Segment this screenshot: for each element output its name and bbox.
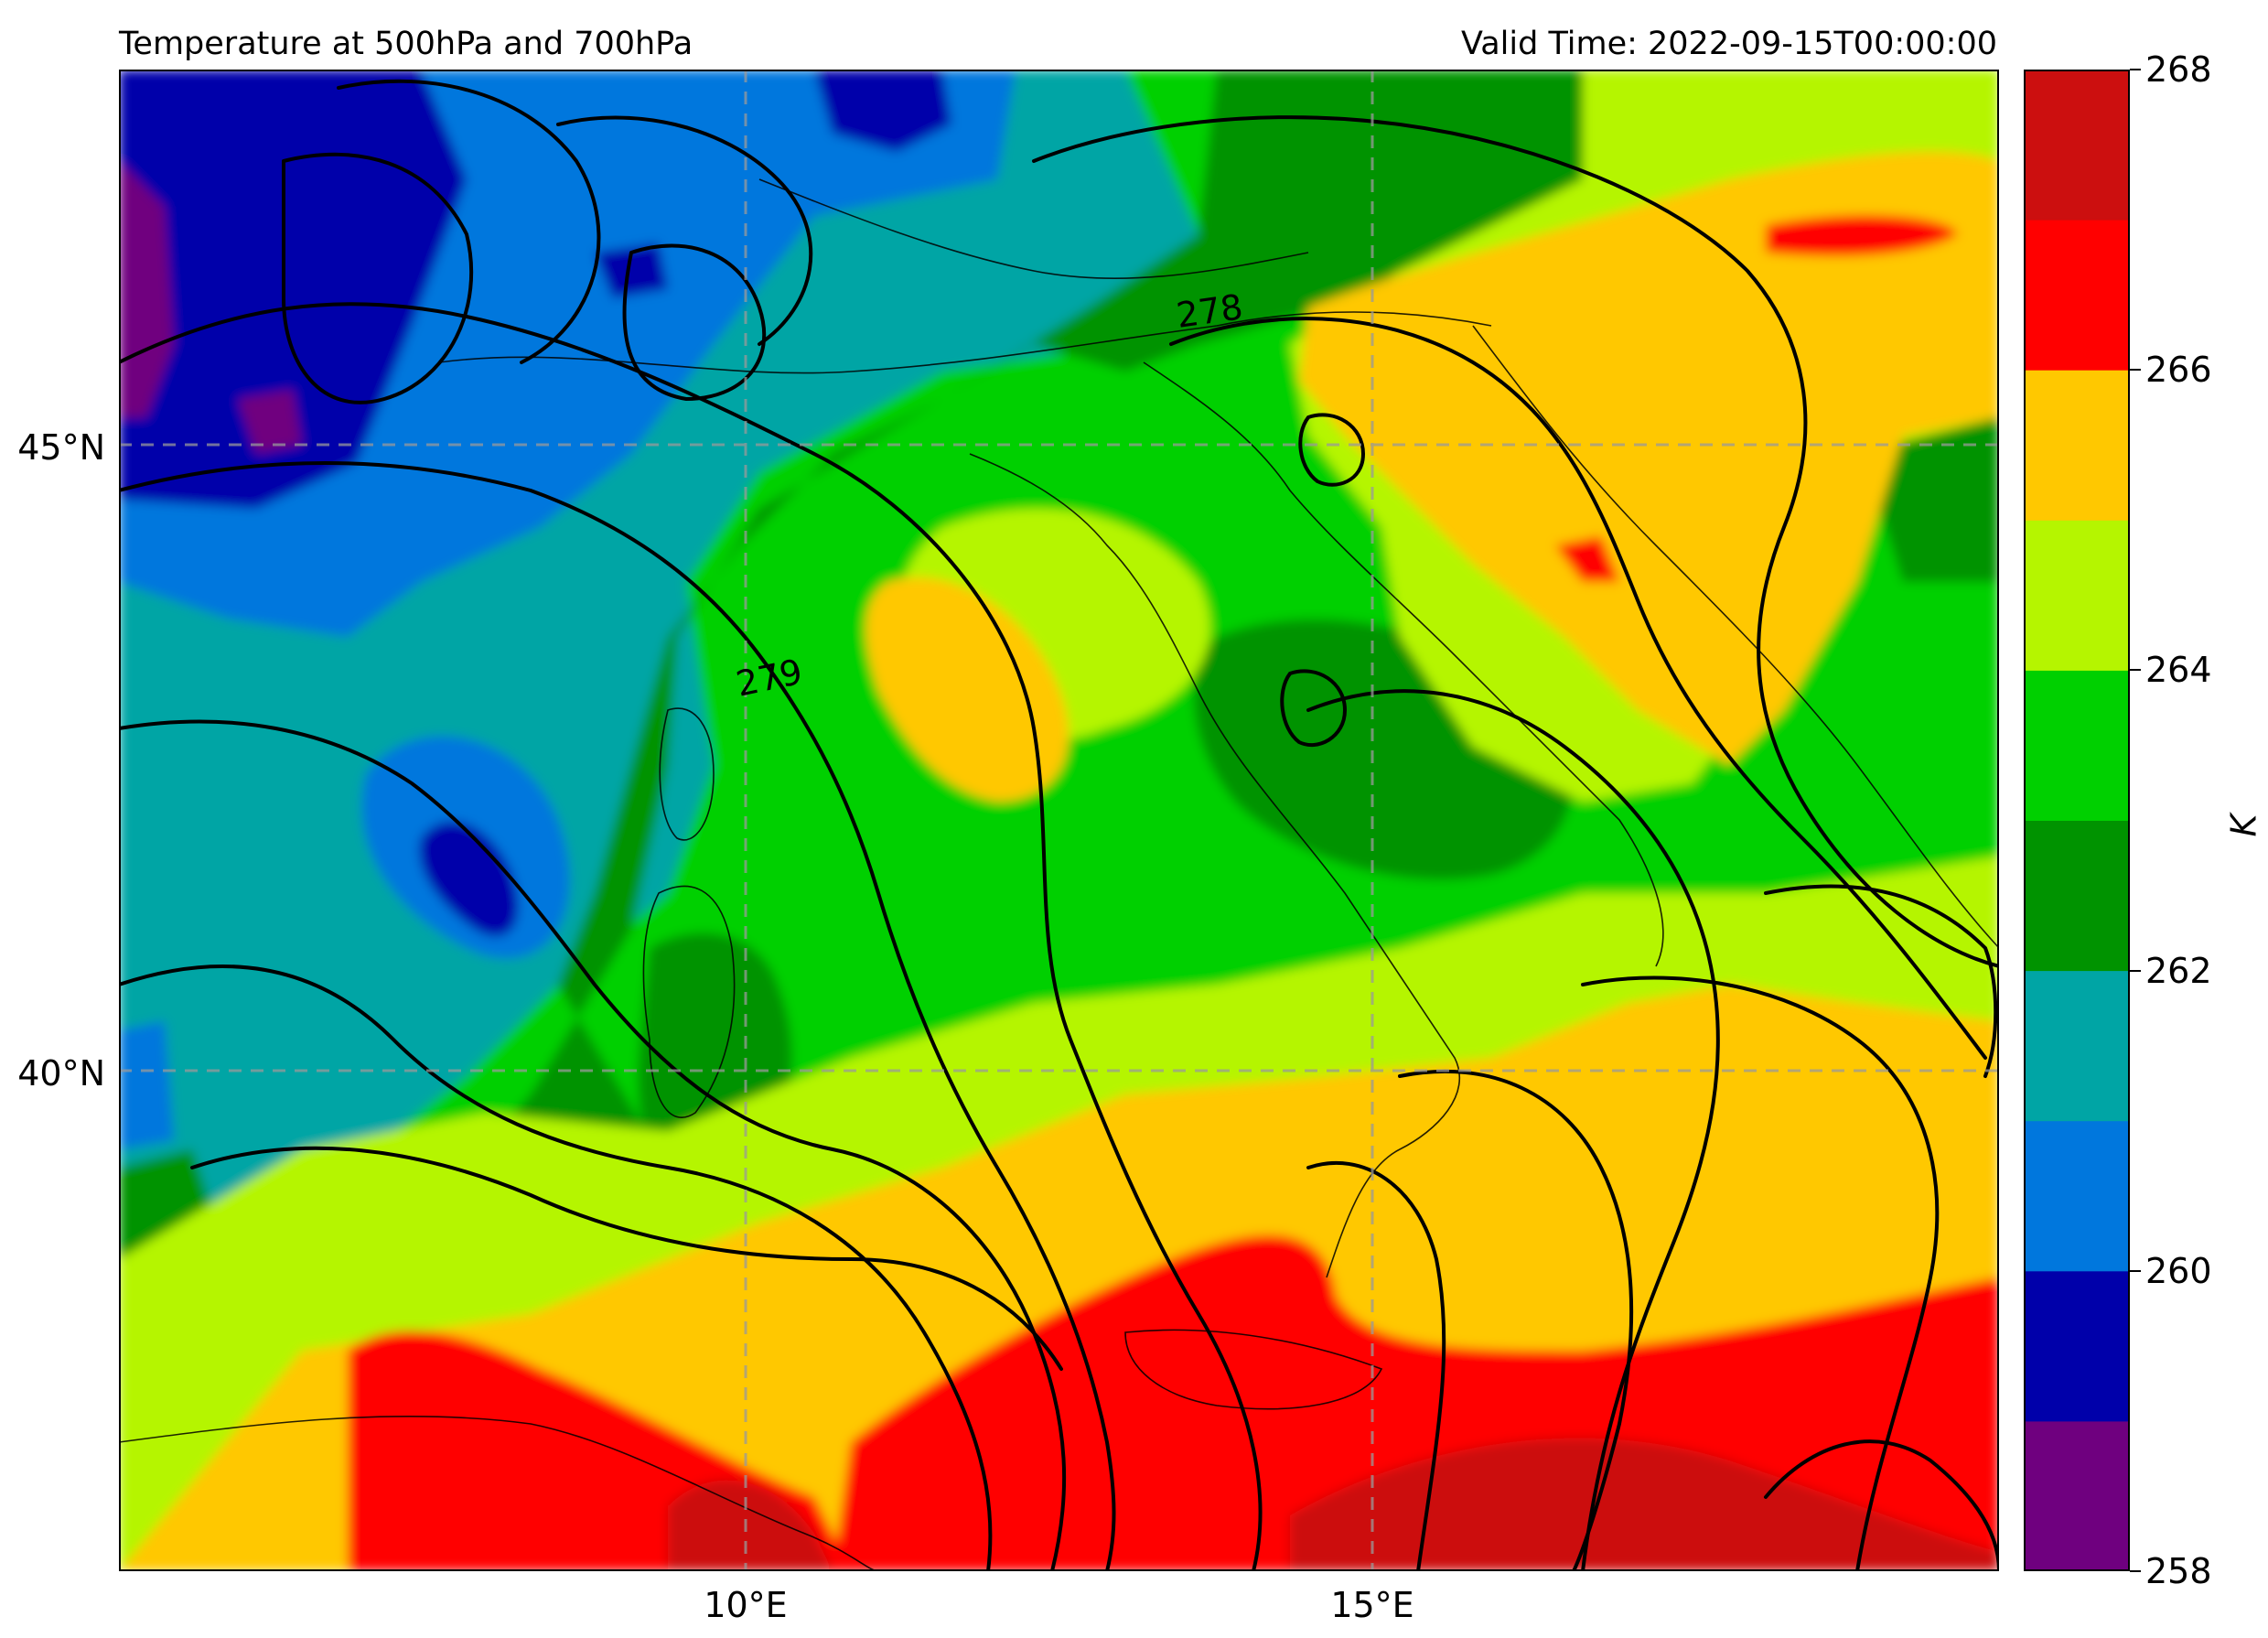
contour-line [1280, 669, 1347, 748]
colorbar-tick-label: 266 [2145, 350, 2212, 391]
colorbar-tick-mark [2130, 669, 2141, 672]
contour-line [1306, 1161, 1446, 1571]
colorbar-tick-mark [2130, 1570, 2141, 1572]
coastline-corsica [659, 707, 715, 841]
colorbar-band [2024, 820, 2130, 972]
colorbar-band [2024, 520, 2130, 671]
field-level-267 [668, 1480, 833, 1571]
contour-line [1306, 689, 1720, 1571]
field-level-261c [119, 1021, 174, 1149]
colorbar-band [2024, 220, 2130, 371]
contour-line [1398, 1069, 1634, 1571]
contour-line [1764, 1439, 1999, 1571]
field-level-260d [595, 243, 668, 298]
coastline-sicily [1124, 1329, 1383, 1410]
colorbar-tick-mark [2130, 369, 2141, 372]
contour-line [1032, 115, 1999, 968]
contour-line [1298, 413, 1365, 487]
lon-label-10: 10°E [704, 1585, 788, 1625]
contour-line [119, 461, 1116, 1571]
contour-line [1169, 317, 1987, 1060]
colorbar-band [2024, 670, 2130, 821]
colorbar-tick-mark [2130, 1269, 2141, 1272]
coastline-sardinia [642, 885, 736, 1118]
colorbar-tick-label: 268 [2145, 49, 2212, 90]
coastline-italy [969, 453, 1460, 1278]
colorbar-label: K [2223, 814, 2264, 837]
contour-line [190, 1146, 1063, 1371]
colorbar-tick-mark [2130, 69, 2141, 70]
field-level-259b [238, 390, 302, 454]
colorbar-band [2024, 1270, 2130, 1422]
valid-time: Valid Time: 2022-09-15T00:00:00 [1460, 26, 1997, 62]
colorbar-tick-label: 260 [2145, 1250, 2212, 1291]
contour-line [119, 719, 1067, 1571]
contour-label-278: 278 [1174, 286, 1245, 336]
field-level-260c [419, 821, 519, 937]
contour-line [337, 79, 601, 364]
colorbar-tick-label: 264 [2145, 650, 2212, 691]
field-level-260b [814, 70, 951, 152]
lon-label-15: 15°E [1330, 1585, 1414, 1625]
map-frame [119, 70, 1999, 1571]
field-level-259 [119, 161, 174, 417]
field-level-265 [1299, 151, 1999, 765]
colorbar-band [2024, 1120, 2130, 1272]
colorbar-band [2024, 70, 2130, 221]
contour-line [1764, 884, 1998, 1078]
colorbar-tick-label: 262 [2145, 950, 2212, 991]
colorbar-band [2024, 1420, 2130, 1571]
field-level-266c [1766, 215, 1958, 256]
border-alps [438, 311, 1492, 374]
colorbar [2024, 70, 2130, 1571]
field-level-267b [1290, 1438, 1999, 1571]
map-title: Temperature at 500hPa and 700hPa [119, 26, 693, 62]
colorbar-band [2024, 370, 2130, 521]
field-level-265b [865, 577, 1069, 802]
contour-line [282, 152, 474, 404]
temperature-map: 278 279 [119, 70, 1999, 1571]
colorbar-tick-label: 258 [2145, 1551, 2212, 1591]
contour-line [1581, 975, 1940, 1571]
colorbar-tick-mark [2130, 969, 2141, 972]
coastline-balkans [1472, 325, 1999, 949]
lat-label-40: 40°N [17, 1053, 105, 1094]
border-north [758, 178, 1309, 280]
colorbar-band [2024, 970, 2130, 1122]
coastline-africa [119, 1415, 879, 1571]
contour-line [119, 964, 993, 1571]
coastline-italy-east [1143, 361, 1664, 967]
lat-label-45: 45°N [17, 427, 105, 468]
field-level-266d [1555, 536, 1619, 582]
contour-line [556, 115, 813, 346]
